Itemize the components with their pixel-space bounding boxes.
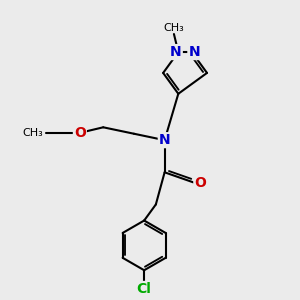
Text: O: O (74, 126, 86, 140)
Text: CH₃: CH₃ (164, 22, 184, 32)
Text: N: N (188, 45, 200, 59)
Text: Cl: Cl (137, 282, 152, 296)
Text: N: N (170, 45, 182, 59)
Text: O: O (194, 176, 206, 190)
Text: N: N (159, 133, 170, 147)
Text: CH₃: CH₃ (22, 128, 43, 138)
